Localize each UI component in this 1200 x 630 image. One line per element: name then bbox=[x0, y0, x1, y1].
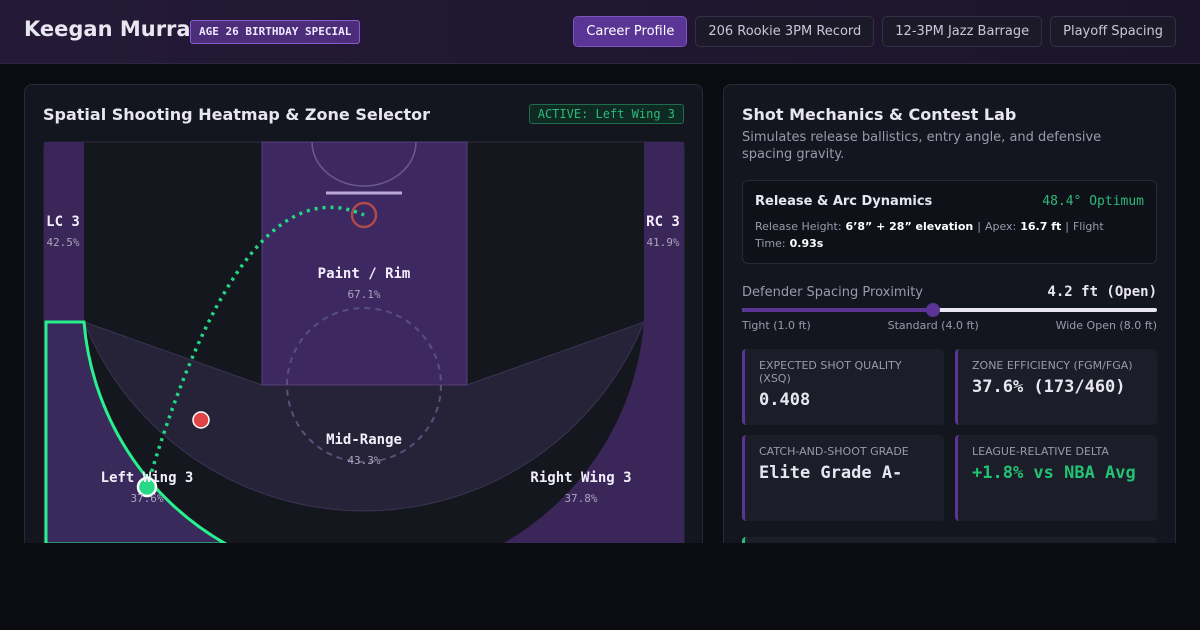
release-box: Release & Arc Dynamics 48.4° Optimum Rel… bbox=[742, 180, 1157, 264]
card-value: 37.6% (173/460) bbox=[972, 377, 1126, 397]
tab[interactable]: Career Profile bbox=[573, 16, 688, 47]
card bbox=[742, 537, 1157, 543]
release-title: Release & Arc Dynamics bbox=[755, 194, 933, 209]
detail-label: Flight Time: bbox=[755, 220, 1104, 250]
detail-label: Release Height: bbox=[755, 220, 842, 233]
zone-label: Right Wing 3 bbox=[530, 470, 631, 486]
zone-lw3[interactable] bbox=[44, 320, 228, 543]
card-label: CATCH-AND-SHOOT GRADE bbox=[759, 445, 909, 458]
tab[interactable]: Playoff Spacing bbox=[1050, 16, 1176, 47]
card-value: 0.408 bbox=[759, 390, 811, 410]
slider-tick: Wide Open (8.0 ft) bbox=[1055, 319, 1157, 332]
zone-label: Paint / Rim bbox=[318, 266, 411, 282]
slider-track[interactable] bbox=[742, 303, 1157, 317]
slider-tick: Standard (4.0 ft) bbox=[887, 319, 979, 332]
detail-value: 0.93s bbox=[789, 237, 824, 250]
release-status: 48.4° Optimum bbox=[1042, 194, 1144, 209]
card-value: Elite Grade A- bbox=[759, 463, 903, 483]
subtitle: Simulates release ballistics, entry angl… bbox=[742, 130, 1102, 162]
card: ZONE EFFICIENCY (FGM/FGA) 37.6% (173/460) bbox=[955, 349, 1157, 425]
zone-label: Left Wing 3 bbox=[101, 470, 194, 486]
card: CATCH-AND-SHOOT GRADE Elite Grade A- bbox=[742, 435, 944, 521]
zone-paint[interactable] bbox=[261, 141, 468, 386]
zone-label: Mid-Range bbox=[326, 432, 402, 448]
main: Spatial Shooting Heatmap & Zone Selector… bbox=[0, 64, 1200, 543]
zone-pct: 41.9% bbox=[646, 236, 679, 249]
slider-value: 4.2 ft (Open) bbox=[1047, 284, 1157, 300]
zone-mid[interactable] bbox=[83, 321, 645, 512]
slider-tick: Tight (1.0 ft) bbox=[742, 319, 811, 332]
tabs: Career Profile 206 Rookie 3PM Record 12-3P… bbox=[573, 16, 1176, 47]
separator: | bbox=[977, 220, 981, 233]
slider-ticks: Tight (1.0 ft) Standard (4.0 ft) Wide Open… bbox=[742, 319, 1157, 332]
zone-pct: 43.3% bbox=[347, 454, 380, 467]
court: LC 3 42.5% RC 3 41.9% Paint / Rim 67.1% Mid-Ra… bbox=[43, 141, 685, 543]
detail-label: Apex: bbox=[984, 220, 1017, 233]
panel-title: Shot Mechanics & Contest Lab bbox=[742, 105, 1017, 124]
heatmap-panel: Spatial Shooting Heatmap & Zone Selector… bbox=[24, 84, 703, 543]
badge: AGE 26 BIRTHDAY SPECIAL bbox=[190, 20, 361, 44]
lab-panel: Shot Mechanics & Contest Lab Simulates r… bbox=[723, 84, 1176, 543]
zone-rw3[interactable] bbox=[502, 322, 684, 543]
zone-label: RC 3 bbox=[646, 214, 680, 230]
zone-lc3[interactable] bbox=[44, 142, 84, 322]
zone-label: LC 3 bbox=[46, 214, 80, 230]
card-label: ZONE EFFICIENCY (FGM/FGA) bbox=[972, 359, 1133, 372]
separator: | bbox=[1065, 220, 1069, 233]
zone-pct: 67.1% bbox=[347, 288, 380, 301]
card-value: +1.8% vs NBA Avg bbox=[972, 463, 1136, 483]
tab[interactable]: 12-3PM Jazz Barrage bbox=[882, 16, 1043, 47]
title: Keegan Murray bbox=[24, 17, 204, 41]
card: LEAGUE-RELATIVE DELTA +1.8% vs NBA Avg bbox=[955, 435, 1157, 521]
detail-value: 6’8” + 28” elevation bbox=[845, 220, 974, 233]
zone-pct: 37.8% bbox=[564, 492, 597, 505]
tab[interactable]: 206 Rookie 3PM Record bbox=[695, 16, 875, 47]
panel-title: Spatial Shooting Heatmap & Zone Selector bbox=[43, 105, 431, 124]
slider-label: Defender Spacing Proximity bbox=[742, 285, 923, 300]
active-zone: ACTIVE: Left Wing 3 bbox=[528, 104, 684, 124]
card-label: EXPECTED SHOT QUALITY (XSQ) bbox=[759, 359, 902, 385]
card-label: LEAGUE-RELATIVE DELTA bbox=[972, 445, 1109, 458]
release-details: Release Height: 6’8” + 28” elevation | Apex… bbox=[755, 218, 1136, 252]
zone-pct: 42.5% bbox=[46, 236, 79, 249]
detail-value: 16.7 ft bbox=[1020, 220, 1062, 233]
header: Keegan Murray AGE 26 BIRTHDAY SPECIAL Ca… bbox=[0, 0, 1200, 64]
zone-pct: 37.6% bbox=[130, 492, 163, 505]
zone-rc3[interactable] bbox=[644, 142, 684, 322]
card: EXPECTED SHOT QUALITY (XSQ) 0.408 bbox=[742, 349, 944, 425]
